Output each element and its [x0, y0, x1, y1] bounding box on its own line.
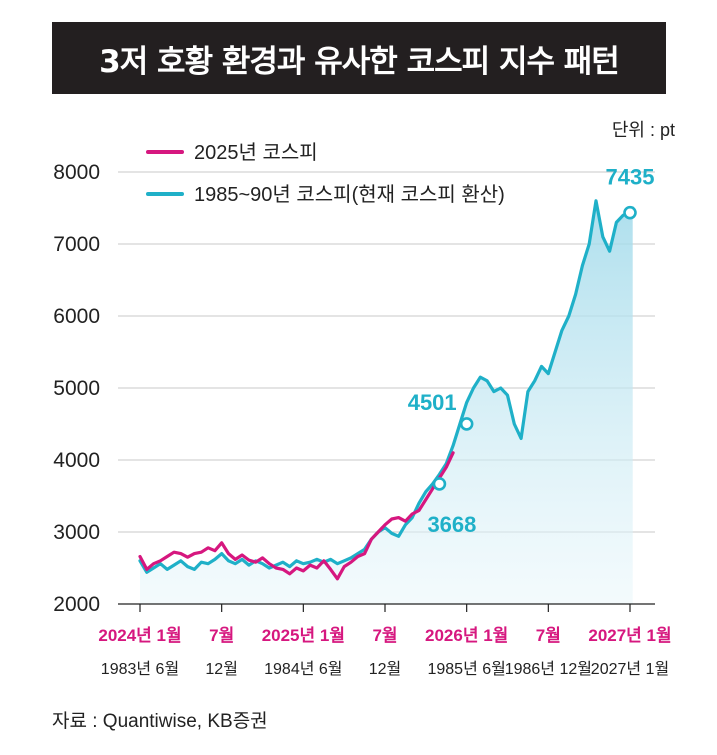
x-tick-label-top: 2024년 1월 [98, 626, 181, 645]
x-tick-label-bottom: 1986년 12월 [505, 660, 592, 678]
axes: 2000 3000 4000 5000 6000 7000 8000 2024년 1월 1983… [53, 161, 671, 678]
y-tick-label: 6000 [53, 305, 100, 328]
x-tick-label-top: 2027년 1월 [588, 626, 671, 645]
x-tick-label-top: 2025년 1월 [262, 626, 345, 645]
series-line-2025 [138, 451, 455, 581]
annotation-label: 7435 [606, 165, 655, 190]
source-note: 자료 : Quantiwise, KB증권 [52, 711, 268, 732]
x-tick-label-bottom: 1984년 6월 [264, 660, 342, 678]
x-tick-label-bottom: 1985년 6월 [427, 660, 505, 678]
area-under-cyan-series [140, 200, 633, 605]
area-fill [140, 200, 633, 605]
chart-title: 3저 호황 환경과 유사한 코스피 지수 패턴 [99, 43, 620, 80]
x-tick-label-bottom: 12월 [369, 660, 402, 678]
annotations: 7435 4501 3668 [408, 165, 655, 537]
x-tick-label-top: 7월 [209, 626, 234, 645]
annotation-marker [459, 417, 474, 431]
unit-label: 단위 : pt [611, 120, 675, 140]
x-tick-label-top: 2026년 1월 [425, 626, 508, 645]
series-line-1985-90 [138, 199, 635, 574]
y-tick-label: 2000 [53, 593, 100, 616]
series-lines [138, 199, 635, 581]
x-tick-label-bottom: 12월 [205, 660, 238, 678]
y-tick-label: 8000 [53, 161, 100, 184]
legend: 2025년 코스피 1985~90년 코스피(현재 코스피 환산) [146, 141, 505, 206]
y-tick-label: 4000 [53, 449, 100, 472]
x-tick-label-top: 7월 [536, 626, 561, 645]
x-tick-label-bottom: 2027년 1월 [591, 660, 669, 678]
legend-label: 1985~90년 코스피(현재 코스피 환산) [194, 183, 505, 206]
x-tick-label-top: 7월 [372, 626, 397, 645]
annotation-marker [432, 477, 447, 491]
y-tick-label: 5000 [53, 377, 100, 400]
y-tick-label: 7000 [53, 233, 100, 256]
annotation-label: 4501 [408, 390, 457, 415]
title-bar: 3저 호황 환경과 유사한 코스피 지수 패턴 [52, 22, 666, 94]
annotation-marker [623, 205, 637, 220]
annotation-label: 3668 [427, 512, 476, 537]
y-tick-label: 3000 [53, 521, 100, 544]
legend-label: 2025년 코스피 [194, 141, 318, 164]
x-tick-label-bottom: 1983년 6월 [101, 660, 179, 678]
